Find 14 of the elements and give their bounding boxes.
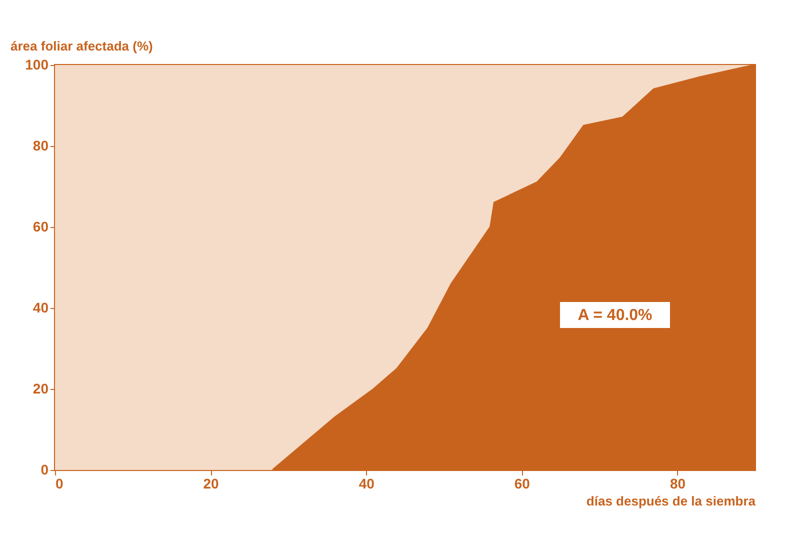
x-tick-label: 60 [514, 476, 530, 492]
y-tick-label: 40 [32, 300, 49, 316]
x-tick-label: 20 [203, 476, 220, 492]
x-tick-label: 80 [670, 476, 686, 492]
y-tick-label: 100 [25, 56, 49, 72]
y-tick-label: 80 [32, 138, 49, 154]
x-axis-title: días después de la siembra [586, 494, 756, 508]
y-tick-label: 60 [32, 218, 49, 234]
y-tick-label: 0 [40, 462, 49, 478]
y-axis-title: área foliar afectada (%) [10, 38, 153, 54]
x-tick-label: 40 [358, 476, 375, 492]
x-tick-label: 0 [56, 476, 64, 492]
annotation: A = 40.0% [578, 307, 652, 324]
y-tick-label: 20 [32, 380, 49, 396]
